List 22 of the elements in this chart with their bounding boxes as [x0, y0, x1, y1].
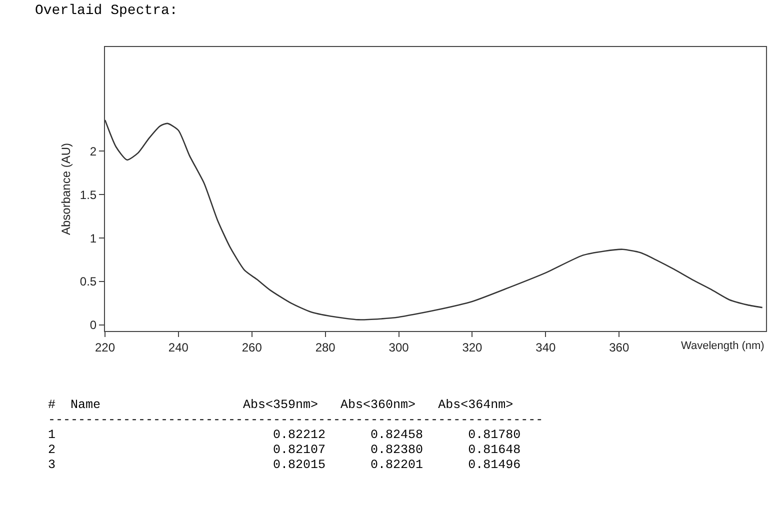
- y-tick-label: 1: [90, 231, 97, 246]
- x-axis-title: Wavelength (nm): [681, 340, 764, 352]
- y-tick-label: 1.5: [80, 188, 97, 202]
- chart-title: Overlaid Spectra:: [35, 3, 178, 19]
- y-tick-label: 2: [90, 144, 97, 158]
- x-tick-label: 240: [168, 340, 189, 354]
- text: 1 0.82212 0.82458 0.81780: [48, 428, 521, 442]
- x-tick-label: 360: [609, 340, 630, 354]
- text: # Name Abs<359nm> Abs<360nm> Abs<364nm>: [48, 398, 514, 412]
- x-tick-label: 220: [94, 340, 116, 354]
- x-tick-label: 280: [315, 340, 336, 354]
- y-axis-title: Absorbance (AU): [59, 142, 74, 236]
- y-tick-label: 0: [90, 318, 97, 332]
- text: ------------------------------------------------------------------: [48, 413, 544, 427]
- text: 2 0.82107 0.82380 0.81648: [48, 443, 521, 457]
- line-series: [105, 119, 763, 320]
- text: 3 0.82015 0.82201 0.81496: [48, 458, 521, 472]
- x-tick-label: 320: [462, 340, 483, 354]
- y-tick-label: 0.5: [80, 274, 97, 289]
- x-tick-label: 340: [536, 340, 556, 354]
- x-tick-label: 300: [388, 340, 410, 354]
- x-tick-label: 260: [242, 340, 262, 354]
